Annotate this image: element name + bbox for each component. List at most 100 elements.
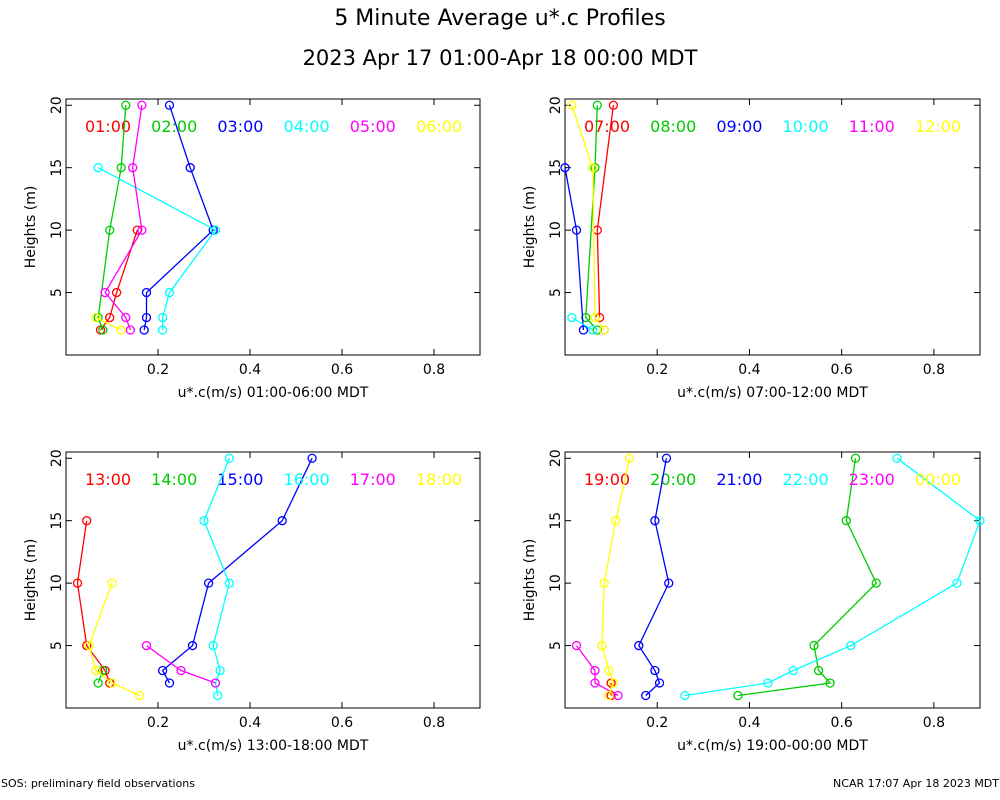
legend-entry: 05:00 (350, 117, 396, 136)
data-point (91, 312, 101, 323)
legend-entry: 18:00 (416, 470, 462, 489)
y-tick-label: 15 (548, 159, 564, 177)
y-tick-label: 15 (49, 159, 65, 177)
legend-entry: 08:00 (650, 117, 696, 136)
data-point (116, 163, 126, 173)
data-point (608, 100, 619, 110)
data-point (157, 665, 168, 676)
legend-entry: 14:00 (151, 470, 197, 489)
data-point (571, 225, 582, 235)
series-1700 (141, 640, 221, 688)
data-point (641, 690, 651, 701)
legend-entry: 15:00 (217, 470, 263, 489)
x-tick-label: 0.4 (738, 715, 760, 731)
plot-frame (65, 98, 481, 356)
series-line (161, 457, 313, 684)
series-line (97, 670, 104, 684)
series-line (585, 105, 598, 331)
data-point (567, 312, 577, 323)
y-tick-label: 10 (49, 574, 65, 592)
y-tick-label: 20 (49, 96, 65, 114)
data-point (588, 325, 598, 335)
y-tick-label: 5 (548, 288, 564, 297)
series-line (737, 458, 878, 697)
legend-entry: 01:00 (85, 117, 131, 136)
data-point (788, 665, 798, 676)
data-point (137, 100, 147, 110)
panel-1: 0.2 0.4 0.6 0.8 5 10 15 20 u*.c(m/s) 01:00-06:00… (23, 96, 481, 401)
chart-subtitle: 2023 Apr 17 01:00-Apr 18 00:00 MDT (303, 46, 698, 70)
x-axis-label: u*.c(m/s) 19:00-00:00 MDT (677, 738, 868, 754)
data-point (664, 578, 674, 588)
data-point (560, 163, 570, 173)
data-point (871, 578, 881, 588)
y-tick-label: 20 (548, 449, 564, 467)
data-point (93, 678, 103, 688)
series-line (146, 645, 216, 684)
data-point (208, 640, 218, 651)
legend-entry: 04:00 (284, 117, 330, 136)
data-point (661, 453, 672, 463)
x-tick-label: 0.2 (147, 362, 169, 378)
x-tick-label: 0.4 (239, 715, 261, 731)
series-line (95, 316, 122, 331)
data-point (164, 287, 175, 298)
footer-left: SOS: preliminary field observations (1, 777, 195, 790)
y-tick-label: 5 (548, 641, 564, 650)
data-point (624, 453, 635, 463)
data-point (592, 325, 602, 335)
x-axis-label: u*.c(m/s) 01:00-06:00 MDT (178, 385, 369, 401)
panel-2: 0.2 0.4 0.6 0.8 5 10 15 20 u*.c(m/s) 07:00-12:00… (522, 96, 981, 401)
data-point (604, 690, 614, 701)
y-axis-label: Heights (m) (522, 539, 538, 622)
data-point (203, 578, 214, 588)
footer-right: NCAR 17:07 Apr 18 2023 MDT (833, 777, 999, 790)
x-tick-label: 0.8 (923, 362, 945, 378)
data-point (141, 287, 152, 298)
series-line (99, 229, 138, 331)
plot-frame (564, 451, 981, 709)
data-point (84, 640, 94, 651)
series-line (88, 582, 140, 697)
data-point (634, 640, 644, 651)
data-point (210, 225, 221, 235)
data-point (199, 516, 209, 526)
data-point (592, 100, 602, 110)
panel-3: 0.2 0.4 0.6 0.8 5 10 15 20 u*.c(m/s) 13:00-18:00… (23, 449, 481, 754)
data-point (121, 312, 131, 323)
data-point (139, 325, 149, 335)
y-axis-label: Heights (m) (23, 539, 39, 622)
data-point (111, 287, 122, 298)
series-2200 (680, 453, 985, 701)
data-point (137, 225, 147, 235)
data-point (224, 578, 234, 588)
data-point (224, 453, 234, 463)
data-point (187, 640, 198, 651)
series-0300 (139, 100, 218, 335)
series-0000 (597, 453, 635, 701)
legend-entry: 11:00 (849, 117, 895, 136)
data-point (850, 453, 861, 463)
x-tick-label: 0.6 (331, 362, 353, 378)
y-tick-label: 5 (49, 288, 65, 297)
legend-entry: 03:00 (217, 117, 263, 136)
data-point (72, 578, 83, 588)
data-point (813, 665, 824, 676)
data-point (604, 665, 614, 676)
data-point (578, 325, 589, 335)
series-line (596, 105, 615, 318)
data-point (599, 578, 609, 588)
data-point (176, 665, 186, 676)
series-1800 (84, 578, 145, 701)
data-point (141, 640, 152, 651)
data-point (105, 225, 115, 235)
panel-4: 0.2 0.4 0.6 0.8 5 10 15 20 u*.c(m/s) 19:00-00:00… (522, 449, 985, 754)
legend-entry: 12:00 (915, 117, 961, 136)
data-point (307, 453, 317, 463)
series-2100 (634, 453, 674, 701)
data-point (164, 678, 175, 688)
data-point (93, 163, 103, 173)
x-tick-label: 0.2 (147, 715, 169, 731)
data-point (733, 690, 743, 701)
